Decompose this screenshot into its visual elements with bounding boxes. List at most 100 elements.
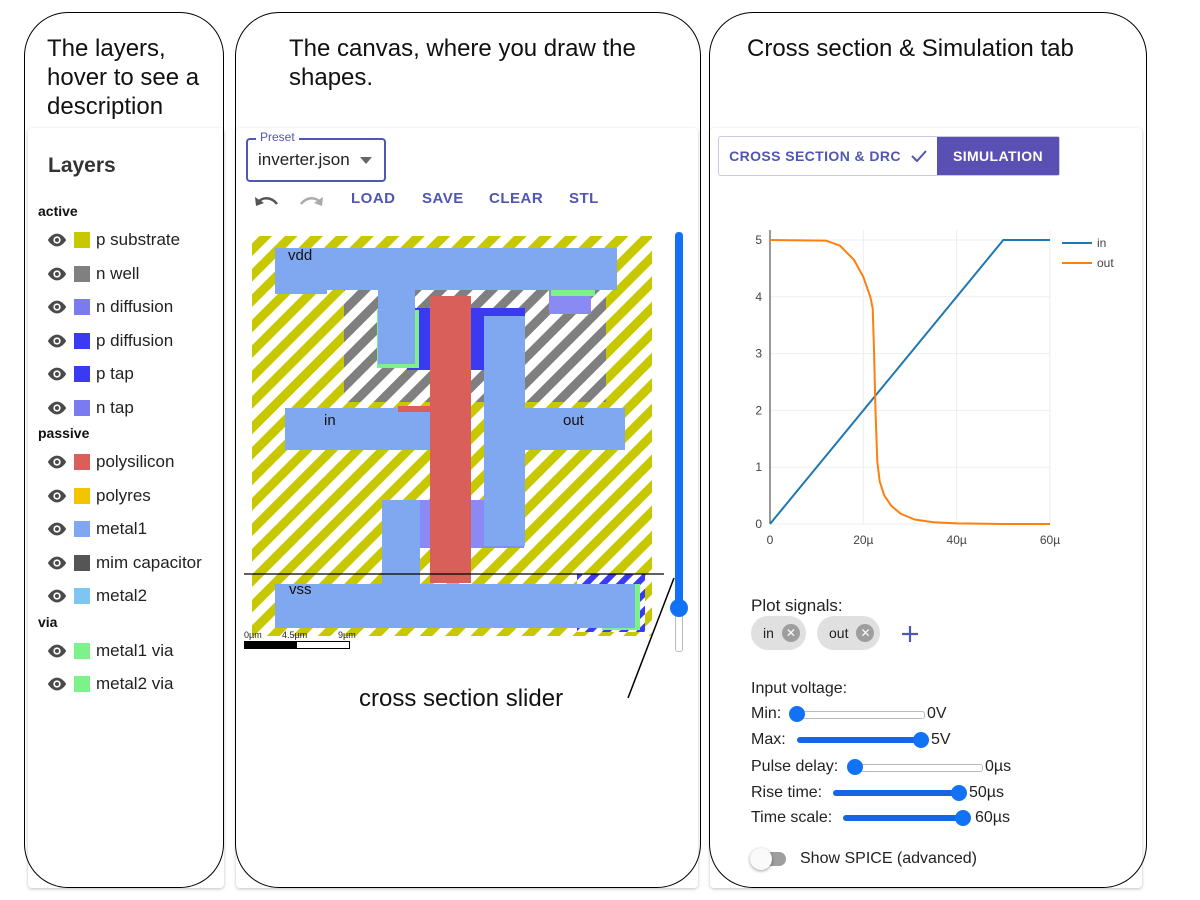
layers-caption: The layers, hover to see a description xyxy=(47,35,200,120)
layer-label: metal1 xyxy=(96,519,148,538)
eye-icon[interactable] xyxy=(46,585,68,607)
layer-item-metal1[interactable]: metal1 xyxy=(46,517,147,541)
preset-label: Preset xyxy=(256,130,299,144)
metal1-vdd-drop xyxy=(378,284,415,364)
slider-fill xyxy=(797,737,925,743)
layer-color-swatch xyxy=(74,676,90,692)
label-out: out xyxy=(563,412,585,429)
layer-item-p-substrate[interactable]: p substrate xyxy=(46,228,180,252)
layer-label: mim capacitor xyxy=(96,552,202,572)
cross-section-slider[interactable] xyxy=(668,232,690,652)
show-spice-label: Show SPICE (advanced) xyxy=(800,850,977,867)
stl-button[interactable]: STL xyxy=(569,190,599,207)
layer-section-passive: passive xyxy=(38,425,90,441)
cross-section-slider-thumb[interactable] xyxy=(670,599,688,617)
scale-bar-black xyxy=(244,641,296,649)
layer-label: p diffusion xyxy=(96,330,174,350)
layer-item-metal2[interactable]: metal2 xyxy=(46,584,147,608)
eye-icon[interactable] xyxy=(46,229,68,251)
slider-thumb[interactable] xyxy=(847,759,863,775)
slider-callout-arrow xyxy=(627,577,675,699)
slider-track xyxy=(797,711,925,719)
layer-item-polyres[interactable]: polyres xyxy=(46,484,151,508)
layer-color-swatch xyxy=(74,232,90,248)
chevron-down-icon xyxy=(360,157,372,164)
layout-canvas[interactable]: vdd in out vss xyxy=(244,226,664,666)
metal1-out xyxy=(525,408,625,450)
pulse-delay-slider[interactable]: Pulse delay: 0µs xyxy=(751,756,1051,778)
tab-simulation[interactable]: SIMULATION xyxy=(937,137,1059,175)
redo-icon[interactable] xyxy=(298,192,324,210)
slider-thumb[interactable] xyxy=(951,785,967,801)
layer-item-mim-capacitor[interactable]: mim capacitor xyxy=(46,551,202,575)
eye-icon[interactable] xyxy=(46,451,68,473)
layer-label: metal2 xyxy=(96,586,148,605)
min-voltage-slider[interactable]: Min: 0V xyxy=(751,703,991,725)
layer-item-n-well[interactable]: n well xyxy=(46,262,139,286)
eye-icon[interactable] xyxy=(46,518,68,540)
eye-icon[interactable] xyxy=(46,485,68,507)
scale-tick-1: 4.5µm xyxy=(282,630,308,640)
eye-icon[interactable] xyxy=(46,673,68,695)
slider-thumb[interactable] xyxy=(913,732,929,748)
remove-icon[interactable]: ✕ xyxy=(856,624,875,642)
x-tick-label: 20µ xyxy=(853,533,873,547)
tab-cross-section[interactable]: CROSS SECTION & DRC xyxy=(719,137,937,175)
layer-color-swatch xyxy=(74,642,90,659)
eye-icon[interactable] xyxy=(46,640,68,662)
add-signal-icon[interactable] xyxy=(900,624,920,644)
layer-item-polysilicon[interactable]: polysilicon xyxy=(46,450,174,474)
min-voltage-value: 0V xyxy=(927,705,947,722)
clear-button[interactable]: CLEAR xyxy=(489,190,544,207)
input-voltage-label: Input voltage: xyxy=(751,680,848,697)
eye-icon[interactable] xyxy=(46,296,68,318)
show-spice-toggle[interactable] xyxy=(750,848,790,870)
slider-track xyxy=(855,764,983,772)
undo-icon[interactable] xyxy=(254,192,280,210)
slider-fill xyxy=(843,815,967,821)
signal-chip-out[interactable]: out ✕ xyxy=(817,616,881,650)
y-tick-label: 2 xyxy=(755,403,762,417)
layer-label: n tap xyxy=(96,397,134,417)
layer-item-metal2-via[interactable]: metal2 via xyxy=(46,672,173,696)
metal1-vss-rail xyxy=(275,584,635,628)
layer-item-p-diffusion[interactable]: p diffusion xyxy=(46,329,173,353)
time-scale-label: Time scale: xyxy=(751,809,833,826)
max-voltage-slider[interactable]: Max: 5V xyxy=(751,729,991,751)
slider-thumb[interactable] xyxy=(789,706,805,722)
signal-chip-in[interactable]: in ✕ xyxy=(751,616,806,650)
layer-item-n-diffusion[interactable]: n diffusion xyxy=(46,295,173,319)
layer-color-swatch xyxy=(74,332,90,349)
load-button[interactable]: LOAD xyxy=(351,190,396,207)
layer-label: polyres xyxy=(96,485,151,505)
layer-label: n well xyxy=(96,263,140,283)
eye-icon[interactable] xyxy=(46,552,68,574)
eye-icon[interactable] xyxy=(46,363,68,385)
preset-select[interactable]: Preset inverter.json xyxy=(246,130,386,182)
save-button[interactable]: SAVE xyxy=(422,190,464,207)
rise-time-label: Rise time: xyxy=(751,784,823,801)
x-tick-label: 40µ xyxy=(947,533,967,547)
remove-icon[interactable]: ✕ xyxy=(781,624,800,642)
layer-label: p substrate xyxy=(96,230,181,249)
series-line-in xyxy=(769,239,1050,525)
eye-icon[interactable] xyxy=(46,330,68,352)
eye-icon[interactable] xyxy=(46,397,68,419)
metal1-vdd-stub xyxy=(275,286,327,294)
rise-time-value: 50µs xyxy=(969,784,1005,801)
layer-item-n-tap[interactable]: n tap xyxy=(46,396,134,420)
legend-label-in: in xyxy=(1097,236,1106,250)
layers-title: Layers xyxy=(48,154,116,177)
eye-icon[interactable] xyxy=(46,263,68,285)
y-tick-label: 5 xyxy=(755,233,762,247)
time-scale-slider[interactable]: Time scale: 60µs xyxy=(751,807,1051,829)
layer-item-p-tap[interactable]: p tap xyxy=(46,362,134,386)
signal-chip-out-label: out xyxy=(829,625,849,641)
layer-item-metal1-via[interactable]: metal1 via xyxy=(46,639,173,663)
rise-time-slider[interactable]: Rise time: 50µs xyxy=(751,782,1051,804)
signal-chip-in-label: in xyxy=(763,625,774,641)
layer-color-swatch xyxy=(74,454,90,470)
slider-thumb[interactable] xyxy=(955,810,971,826)
label-in: in xyxy=(324,412,336,429)
metal1-out-spine xyxy=(484,316,525,546)
